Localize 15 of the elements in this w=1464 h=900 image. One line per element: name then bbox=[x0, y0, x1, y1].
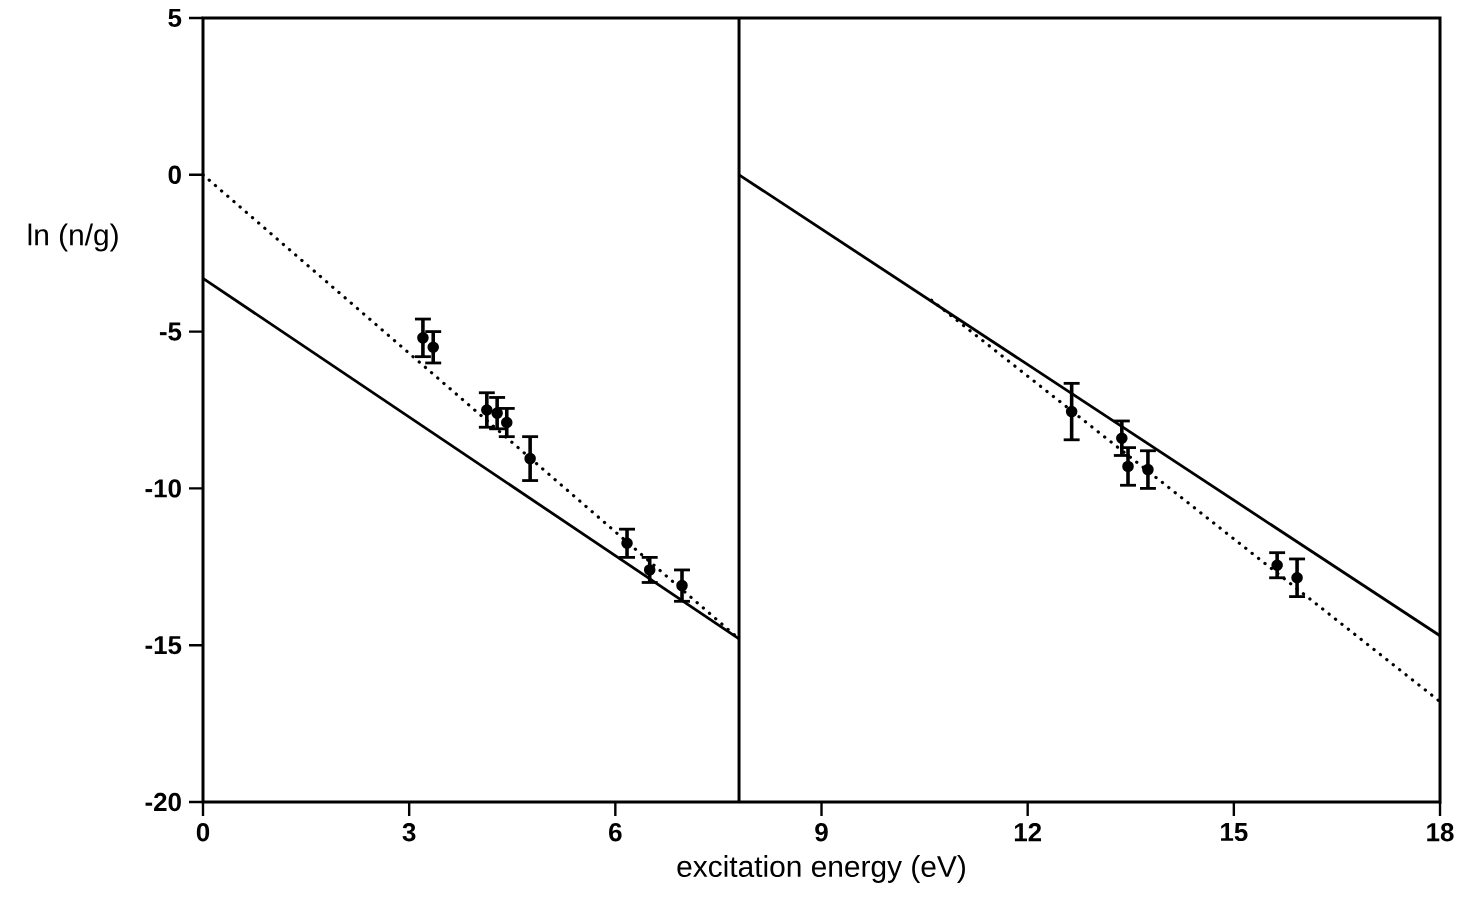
y-tick-label: 5 bbox=[168, 8, 182, 28]
x-tick-label: 12 bbox=[1014, 823, 1042, 842]
y-tick-label: -5 bbox=[159, 322, 182, 341]
x-tick-label: 3 bbox=[402, 823, 416, 842]
x-tick-label: 0 bbox=[196, 823, 210, 842]
x-tick-label: 6 bbox=[609, 823, 622, 842]
x-tick-label: 18 bbox=[1427, 823, 1454, 842]
x-tick-label: 9 bbox=[815, 823, 828, 842]
y-tick-label: 0 bbox=[168, 165, 181, 184]
y-axis-title: ln (n/g) bbox=[28, 223, 118, 252]
y-tick-label: -20 bbox=[145, 792, 181, 812]
y-tick-label: -10 bbox=[145, 479, 181, 498]
x-tick-label: 15 bbox=[1221, 823, 1248, 842]
x-axis-title: excitation energy (eV) bbox=[677, 855, 965, 883]
y-tick-label: -15 bbox=[145, 636, 182, 655]
